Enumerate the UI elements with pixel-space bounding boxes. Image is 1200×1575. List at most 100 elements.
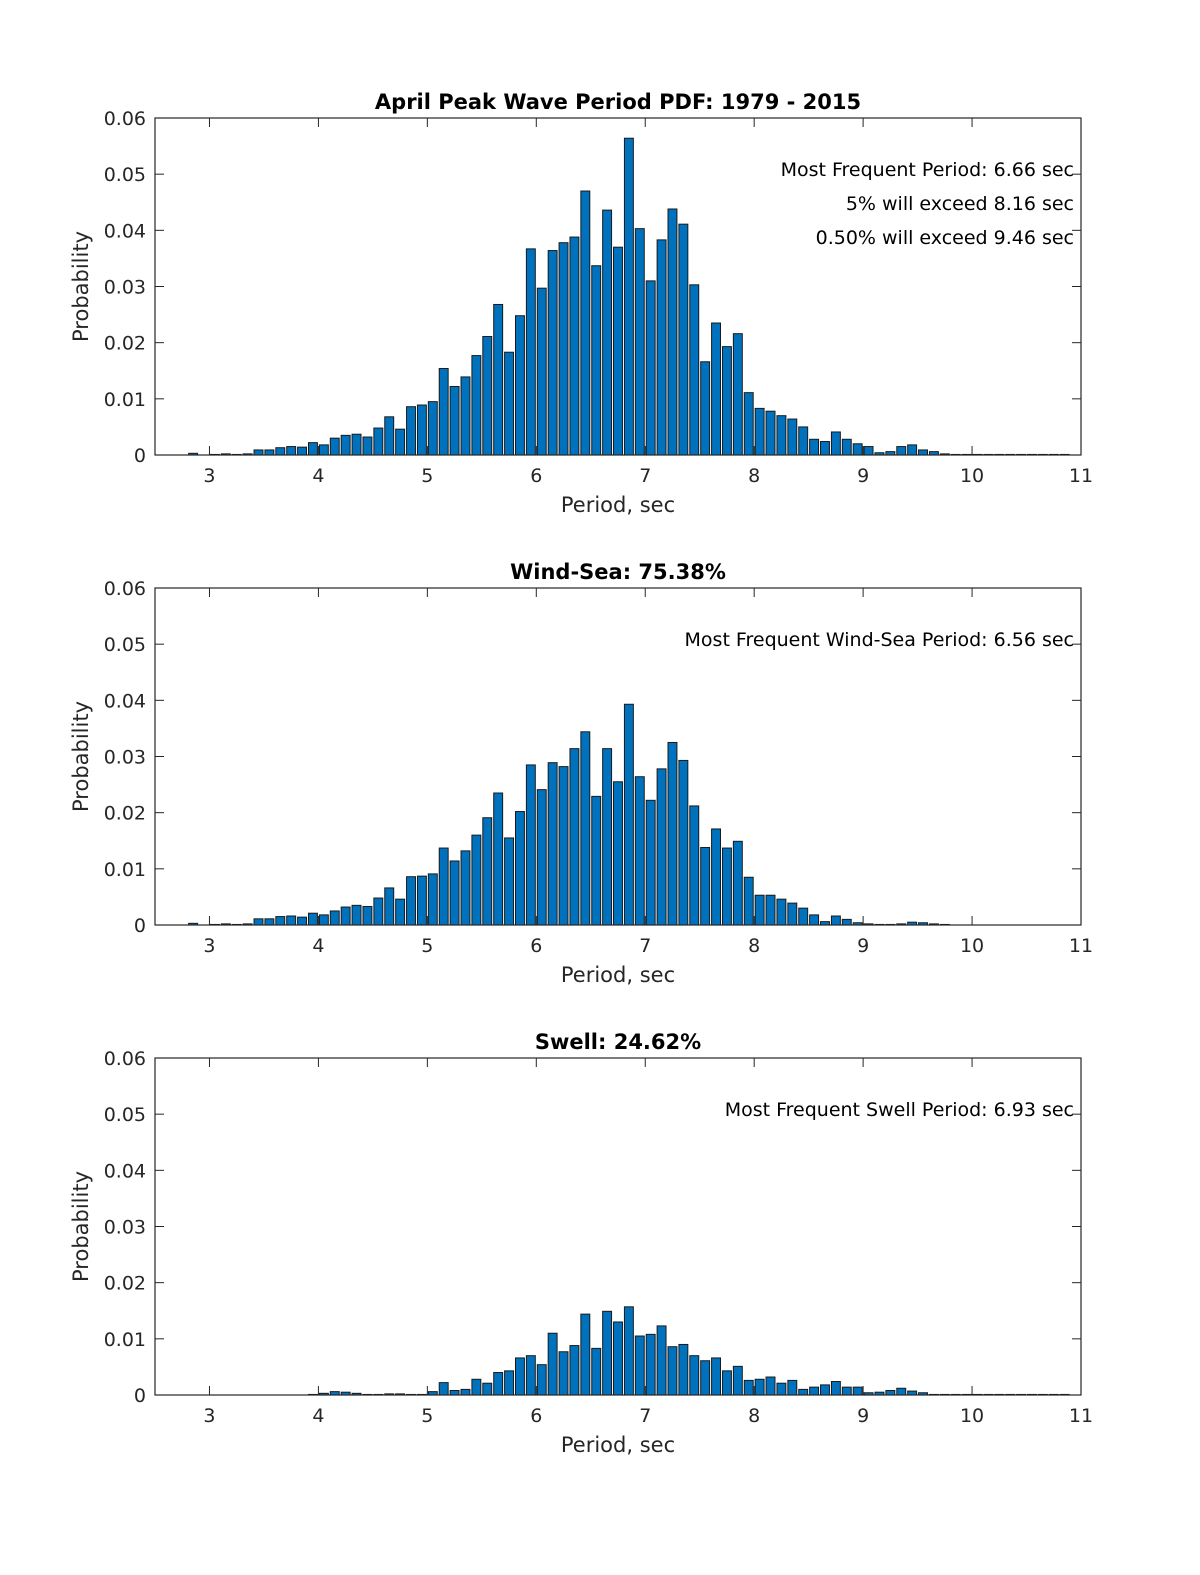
bar xyxy=(264,449,275,456)
bar xyxy=(613,246,623,456)
bar xyxy=(308,442,318,456)
bar xyxy=(416,404,427,456)
bar xyxy=(732,1365,743,1396)
y-tick-label: 0 xyxy=(134,445,146,467)
x-tick-label: 3 xyxy=(203,1405,215,1427)
bar xyxy=(482,817,493,926)
bar xyxy=(384,887,395,926)
bar xyxy=(896,1387,907,1396)
bar xyxy=(787,1379,798,1396)
bar xyxy=(711,1357,722,1396)
bar xyxy=(830,431,841,456)
bar xyxy=(318,444,329,456)
annotation-text: 5% will exceed 8.16 sec xyxy=(846,193,1074,215)
x-tick-label: 6 xyxy=(530,1405,542,1427)
bar xyxy=(471,834,482,926)
x-tick-label: 6 xyxy=(530,465,542,487)
bar xyxy=(340,434,351,456)
bar xyxy=(329,910,340,926)
x-tick-label: 8 xyxy=(748,1405,760,1427)
bar xyxy=(373,427,384,456)
x-tick-label: 7 xyxy=(639,1405,651,1427)
x-axis-label: Period, sec xyxy=(561,493,675,517)
y-tick-label: 0.05 xyxy=(104,634,146,656)
bar xyxy=(830,1381,841,1396)
bar xyxy=(776,415,787,456)
bar xyxy=(776,1382,787,1396)
bar xyxy=(798,1388,809,1396)
bar xyxy=(896,446,907,456)
chart-title: Wind-Sea: 75.38% xyxy=(510,560,726,584)
bar xyxy=(667,1346,678,1396)
bar xyxy=(514,315,525,456)
bar xyxy=(787,418,798,456)
x-tick-label: 10 xyxy=(960,465,984,487)
bar xyxy=(591,265,602,456)
bar xyxy=(841,1386,852,1396)
bar xyxy=(602,1310,613,1396)
x-tick-label: 11 xyxy=(1069,1405,1093,1427)
bar xyxy=(830,915,841,926)
bar xyxy=(591,795,602,926)
bar xyxy=(765,410,776,456)
bar xyxy=(700,361,711,456)
y-tick-label: 0.01 xyxy=(104,389,146,411)
bar xyxy=(514,811,525,926)
bar xyxy=(471,355,482,456)
bar xyxy=(852,1386,863,1396)
bar xyxy=(645,280,656,456)
bar xyxy=(580,190,591,456)
chart-title: April Peak Wave Period PDF: 1979 - 2015 xyxy=(375,90,861,114)
x-axis-label: Period, sec xyxy=(561,1433,675,1457)
bar xyxy=(656,1325,667,1396)
bar xyxy=(689,805,700,926)
bar xyxy=(743,1379,754,1396)
annotation-text: Most Frequent Period: 6.66 sec xyxy=(781,159,1074,181)
y-tick-label: 0 xyxy=(134,915,146,937)
chart-panel-swell: Swell: 24.62% 3 4 5 6 7 8 9 10 11 0 0.01 0.02 0.03 0.0… xyxy=(69,1030,1093,1457)
x-tick-label: 10 xyxy=(960,1405,984,1427)
y-tick-label: 0.01 xyxy=(104,1329,146,1351)
bar xyxy=(569,236,580,456)
bar xyxy=(351,904,362,926)
bar xyxy=(558,1351,569,1396)
bar xyxy=(449,1390,460,1396)
bar xyxy=(395,428,406,456)
y-tick-label: 0.06 xyxy=(104,108,146,130)
bar xyxy=(253,449,264,456)
bar xyxy=(286,915,297,926)
bar xyxy=(504,1370,515,1396)
bar xyxy=(395,898,406,926)
bar xyxy=(656,768,667,926)
bar xyxy=(743,876,754,926)
y-tick-label: 0.01 xyxy=(104,859,146,881)
bar xyxy=(362,436,373,456)
bar xyxy=(863,446,874,456)
bar xyxy=(493,1372,504,1396)
bar xyxy=(329,437,340,456)
bar xyxy=(918,449,929,456)
y-tick-label: 0.06 xyxy=(104,1048,146,1070)
bar xyxy=(721,1370,732,1396)
bar xyxy=(678,1343,689,1396)
bar xyxy=(514,1357,525,1396)
bar xyxy=(525,764,536,926)
x-tick-label: 9 xyxy=(857,935,869,957)
bar xyxy=(580,1313,591,1396)
x-tick-label: 7 xyxy=(639,935,651,957)
bar xyxy=(525,248,536,456)
bar xyxy=(754,894,765,926)
bar xyxy=(406,406,416,456)
chart-panel-wind-sea: Wind-Sea: 75.38% 3 4 5 6 7 8 9 10 11 0 0.01 0.02 0.03… xyxy=(69,560,1093,987)
bar xyxy=(820,441,830,456)
bar xyxy=(286,446,297,456)
bar xyxy=(623,1306,634,1396)
bar xyxy=(438,368,449,456)
bar xyxy=(547,762,558,926)
bar xyxy=(493,792,504,926)
bar xyxy=(787,902,798,926)
chart-title: Swell: 24.62% xyxy=(535,1030,701,1054)
bar xyxy=(427,873,438,926)
bar xyxy=(558,766,569,926)
y-tick-label: 0.04 xyxy=(104,220,146,242)
